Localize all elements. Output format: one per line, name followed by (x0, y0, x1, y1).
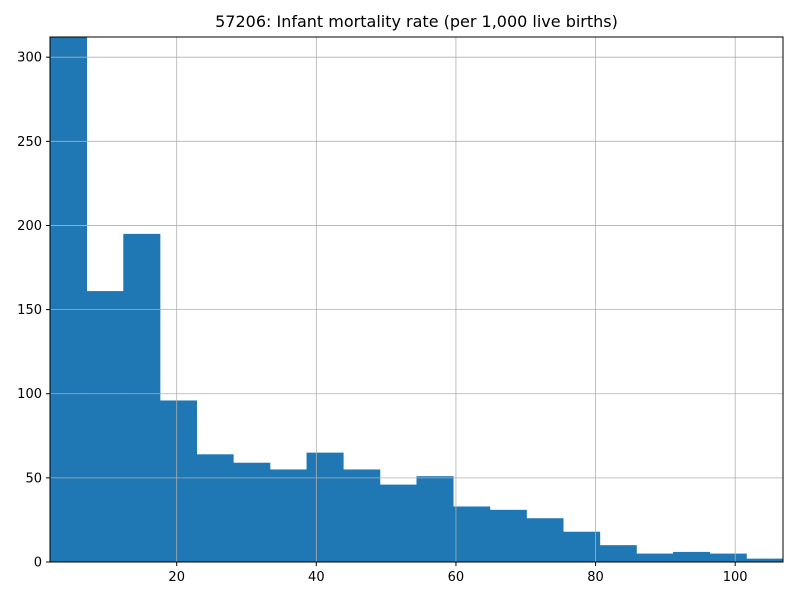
y-tick-label: 50 (25, 471, 42, 486)
axis-ticks: 20 40 60 80 100 0 50 100 150 200 250 300 (17, 51, 747, 585)
histogram-bar (379, 484, 417, 562)
histogram-bar (636, 553, 674, 562)
y-tick-label: 250 (17, 135, 42, 150)
histogram-bar (343, 469, 381, 562)
histogram-bar (526, 518, 564, 562)
histogram-bar (123, 233, 161, 562)
histogram-bar (453, 506, 491, 562)
histogram-bar (50, 37, 88, 562)
histogram-bars (50, 37, 784, 562)
histogram-bar (86, 291, 124, 562)
histogram-bar (563, 531, 601, 562)
y-tick-label: 100 (17, 387, 42, 402)
x-tick-label: 80 (587, 570, 604, 585)
y-tick-label: 150 (17, 303, 42, 318)
histogram-bar (306, 452, 344, 562)
x-tick-label: 40 (308, 570, 325, 585)
x-tick-label: 60 (448, 570, 465, 585)
x-tick-label: 100 (723, 570, 748, 585)
histogram-bar (599, 545, 637, 562)
histogram-bar (233, 462, 271, 562)
histogram-bar (196, 454, 234, 562)
histogram-bar (746, 558, 784, 562)
histogram-bar (673, 551, 711, 562)
histogram-bar (416, 476, 454, 562)
y-tick-label: 300 (17, 51, 42, 66)
histogram-bar (159, 400, 197, 562)
histogram-bar (489, 509, 527, 562)
y-tick-label: 0 (34, 556, 42, 571)
plot-frame (49, 36, 784, 563)
histogram-bar (709, 553, 747, 562)
chart-title: 57206: Infant mortality rate (per 1,000 … (215, 12, 618, 31)
x-tick-label: 20 (168, 570, 185, 585)
y-tick-label: 200 (17, 219, 42, 234)
histogram-bar (269, 469, 307, 562)
